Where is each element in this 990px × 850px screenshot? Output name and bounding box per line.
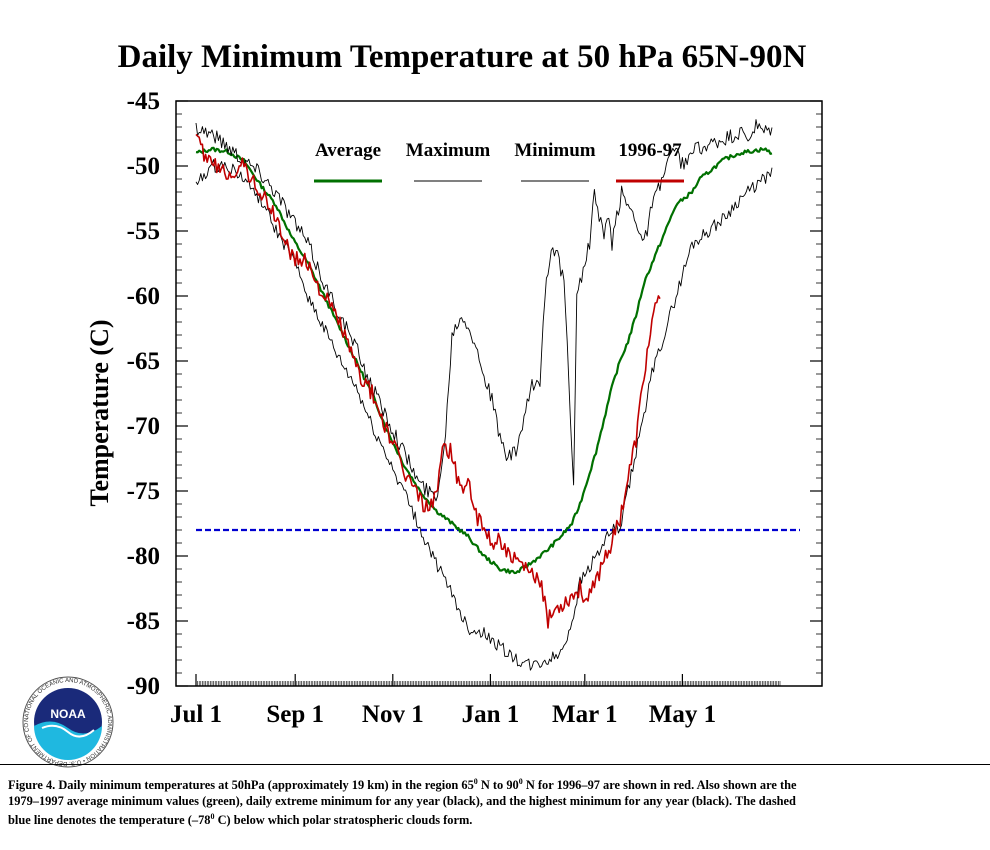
legend-label: 1996-97 (618, 140, 682, 161)
minor-ticks (176, 100, 822, 687)
legend-label: Minimum (514, 140, 595, 161)
divider (0, 764, 990, 765)
series-line-4 (195, 133, 661, 629)
y-tick-label: -70 (127, 413, 160, 440)
caption-line-2: 1979–1997 average minimum values (green)… (8, 794, 796, 809)
y-axis-label: Temperature (C) (85, 319, 114, 506)
legend: Average Maximum Minimum 1996-97 (314, 140, 684, 183)
x-tick-label: May 1 (649, 701, 716, 728)
series-lines (195, 119, 773, 671)
y-tick-label: -65 (127, 348, 160, 375)
logo-text: NOAA (50, 707, 86, 721)
y-tick-label: -80 (127, 543, 160, 570)
noaa-logo: NATIONAL OCEANIC AND ATMOSPHERIC ADMINIS… (22, 676, 114, 768)
chart-title: Daily Minimum Temperature at 50 hPa 65N-… (118, 39, 807, 75)
y-tick-label: -60 (127, 283, 160, 310)
y-tick-label: -50 (127, 153, 160, 180)
x-tick-label: Jul 1 (170, 701, 222, 728)
chart: Daily Minimum Temperature at 50 hPa 65N-… (85, 39, 823, 728)
y-axis: -45 -50 -55 -60 -65 -70 -75 -80 -85 -90 (127, 88, 822, 700)
series-line-2 (195, 119, 773, 502)
x-tick-label: Sep 1 (266, 701, 324, 728)
x-tick-label: Jan 1 (462, 701, 520, 728)
x-axis: Jul 1 Sep 1 Nov 1 Jan 1 Mar 1 May 1 (170, 674, 716, 728)
plot-frame (175, 100, 823, 687)
caption-line-3: blue line denotes the temperature (–780 … (8, 812, 473, 828)
y-tick-label: -85 (127, 608, 160, 635)
series-line-1 (195, 146, 773, 575)
series-line-3 (195, 159, 773, 671)
x-tick-label: Nov 1 (362, 701, 424, 728)
caption-line-1: Figure 4. Daily minimum temperatures at … (8, 777, 797, 793)
y-tick-label: -55 (127, 218, 160, 245)
legend-label: Maximum (406, 140, 491, 161)
figure-caption: Figure 4. Daily minimum temperatures at … (8, 774, 983, 828)
y-tick-label: -45 (127, 88, 160, 115)
x-tick-label: Mar 1 (552, 701, 618, 728)
y-tick-label: -75 (127, 478, 160, 505)
y-tick-label: -90 (127, 673, 160, 700)
legend-label: Average (315, 140, 381, 161)
